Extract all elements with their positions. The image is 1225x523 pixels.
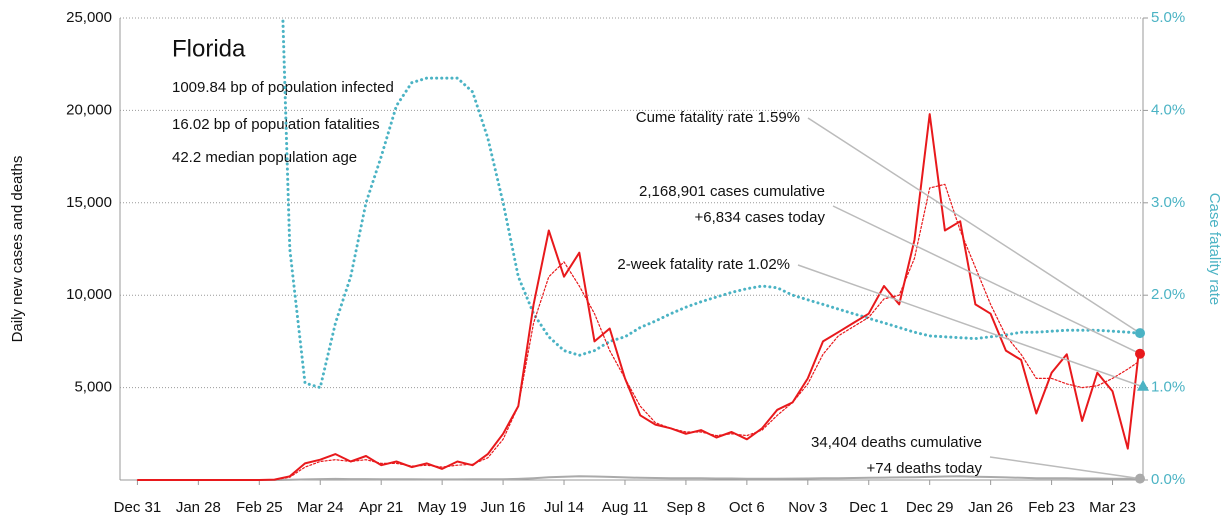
x-tick-label: Feb 25 (236, 499, 283, 516)
y2-tick-label: 1.0% (1151, 379, 1185, 396)
y-tick-label: 10,000 (66, 286, 112, 303)
x-tick-label: Mar 24 (297, 499, 344, 516)
y2-tick-label: 3.0% (1151, 194, 1185, 211)
annotation-text: +6,834 cases today (694, 209, 825, 226)
leader-line (989, 456, 1141, 480)
y2-axis-label: Case fatality rate (1206, 193, 1223, 306)
annotation-text: 34,404 deaths cumulative (811, 434, 982, 451)
y-tick-label: 25,000 (66, 9, 112, 26)
annotation-text: Cume fatality rate 1.59% (636, 109, 800, 126)
x-tick-label: Feb 23 (1028, 499, 1075, 516)
x-tick-label: Sep 8 (666, 499, 705, 516)
x-tick-label: Dec 31 (114, 499, 162, 516)
x-tick-label: May 19 (418, 499, 467, 516)
y-tick-label: 20,000 (66, 101, 112, 118)
x-tick-label: Oct 6 (729, 499, 765, 516)
x-tick-label: Jun 16 (481, 499, 526, 516)
info-line: 42.2 median population age (172, 149, 357, 166)
x-tick-label: Jan 28 (176, 499, 221, 516)
leader-line (807, 117, 1141, 334)
plot-area (136, 18, 1141, 481)
y2-tick-label: 4.0% (1151, 101, 1185, 118)
x-tick-label: Dec 1 (849, 499, 888, 516)
leader-line (832, 205, 1141, 355)
y-tick-label: 15,000 (66, 194, 112, 211)
end-marker (1135, 348, 1145, 359)
x-tick-label: Dec 29 (906, 499, 954, 516)
x-tick-label: Jan 26 (968, 499, 1013, 516)
series-line (137, 113, 1140, 481)
end-marker (1135, 328, 1145, 339)
y-tick-label: 5,000 (74, 379, 112, 396)
y2-tick-label: 5.0% (1151, 9, 1185, 26)
info-line: 16.02 bp of population fatalities (172, 116, 380, 133)
x-tick-label: Jul 14 (544, 499, 584, 516)
series-line (137, 475, 1139, 481)
y-axis-label: Daily new cases and deaths (9, 156, 26, 343)
y2-tick-label: 0.0% (1151, 471, 1185, 488)
annotation-text: 2,168,901 cases cumulative (639, 183, 825, 200)
info-line: 1009.84 bp of population infected (172, 79, 394, 96)
end-marker (1137, 379, 1149, 391)
chart-title: Florida (172, 35, 246, 62)
x-tick-label: Aug 11 (602, 499, 648, 516)
annotation-text: +74 deaths today (866, 460, 982, 477)
y2-tick-label: 2.0% (1151, 286, 1185, 303)
series-line (136, 183, 1140, 481)
end-marker (1135, 473, 1145, 484)
annotation-text: 2-week fatality rate 1.02% (617, 256, 790, 273)
x-tick-label: Mar 23 (1089, 499, 1136, 516)
x-tick-label: Apr 21 (359, 499, 403, 516)
leader-line (797, 264, 1141, 387)
x-tick-label: Nov 3 (788, 499, 827, 516)
